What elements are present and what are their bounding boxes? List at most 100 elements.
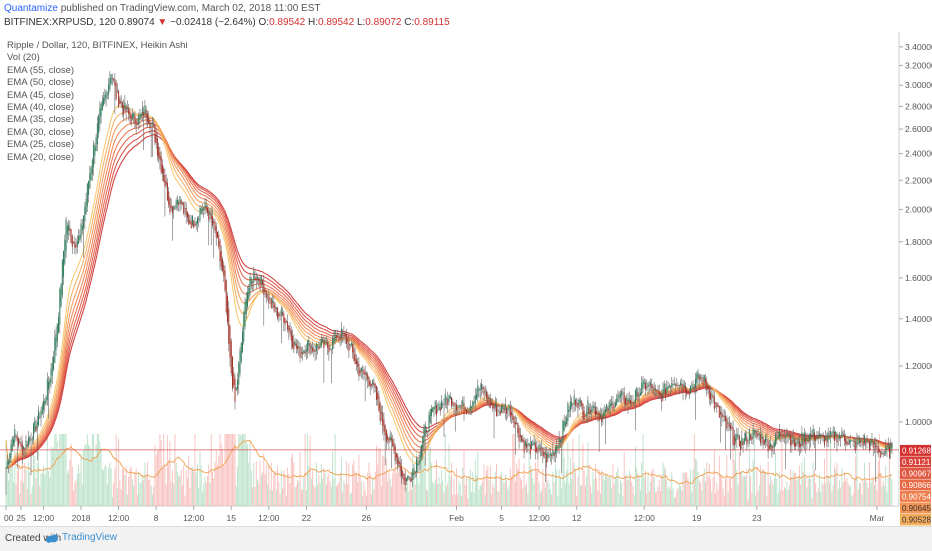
candle-body bbox=[255, 278, 257, 281]
candle-body bbox=[527, 443, 529, 446]
volume-bar bbox=[368, 462, 370, 506]
volume-bar bbox=[245, 440, 247, 506]
volume-bar bbox=[323, 468, 325, 506]
tradingview-link[interactable]: TradingView bbox=[62, 532, 118, 543]
x-tick-label: 19 bbox=[692, 513, 702, 523]
candle-body bbox=[359, 370, 361, 374]
volume-bar bbox=[242, 434, 243, 506]
legend-item[interactable]: Vol (20) bbox=[7, 52, 40, 64]
volume-bar bbox=[556, 469, 558, 506]
volume-bar bbox=[254, 487, 256, 506]
candle-body bbox=[159, 152, 161, 161]
candle-body bbox=[524, 441, 526, 447]
candle-body bbox=[69, 227, 71, 231]
volume-bar bbox=[622, 496, 624, 506]
volume-bar bbox=[25, 468, 27, 506]
candle-body bbox=[761, 434, 763, 439]
candle-body bbox=[270, 298, 272, 308]
candle-body bbox=[240, 342, 242, 362]
candle-body bbox=[548, 455, 550, 457]
legend-item[interactable]: EMA (25, close) bbox=[7, 139, 75, 151]
volume-bar bbox=[24, 462, 26, 506]
candle-body bbox=[466, 409, 468, 414]
candle-body bbox=[8, 461, 10, 465]
volume-bar bbox=[429, 446, 431, 506]
legend-item[interactable]: EMA (20, close) bbox=[7, 151, 75, 163]
candle-body bbox=[55, 333, 57, 350]
candle-body bbox=[803, 433, 805, 443]
volume-bar bbox=[160, 440, 162, 506]
candle-body bbox=[720, 411, 722, 415]
candle-body bbox=[375, 385, 377, 401]
legend-item[interactable]: EMA (35, close) bbox=[7, 114, 75, 126]
volume-bar bbox=[143, 479, 145, 506]
volume-bar bbox=[713, 450, 715, 506]
candle-body bbox=[119, 98, 121, 105]
candle-body bbox=[726, 418, 728, 429]
candle-body bbox=[782, 435, 784, 438]
candle-body bbox=[298, 346, 300, 348]
volume-bar bbox=[547, 479, 549, 506]
candle-body bbox=[230, 341, 232, 373]
candle-body bbox=[647, 382, 649, 388]
candle-body bbox=[692, 383, 694, 390]
candle-body bbox=[444, 394, 446, 405]
candle-body bbox=[516, 423, 518, 424]
legend-item[interactable]: EMA (50, close) bbox=[7, 77, 75, 89]
candle-body bbox=[454, 404, 456, 406]
volume-bar bbox=[856, 434, 858, 506]
candle-body bbox=[320, 339, 322, 346]
candle-body bbox=[482, 386, 484, 389]
candle-body bbox=[708, 387, 710, 399]
author-link[interactable]: Quantamize bbox=[4, 3, 58, 14]
volume-bar bbox=[539, 492, 541, 506]
volume-bar bbox=[364, 490, 366, 506]
candle-body bbox=[790, 434, 792, 446]
volume-bar bbox=[89, 446, 91, 506]
candle-body bbox=[568, 409, 570, 412]
volume-bar bbox=[282, 488, 284, 506]
volume-bar bbox=[810, 478, 812, 506]
tradingview-logo-icon[interactable] bbox=[45, 533, 59, 544]
candle-body bbox=[798, 440, 800, 448]
volume-bar bbox=[581, 484, 583, 506]
candle-body bbox=[409, 477, 411, 482]
candle-body bbox=[735, 438, 737, 441]
volume-bar bbox=[370, 494, 372, 506]
candle-body bbox=[785, 435, 787, 437]
candle-body bbox=[629, 399, 631, 405]
legend-item[interactable]: EMA (40, close) bbox=[7, 102, 75, 114]
volume-bar bbox=[698, 480, 700, 506]
candle-body bbox=[398, 460, 400, 465]
volume-bar bbox=[561, 488, 563, 506]
volume-bar bbox=[642, 434, 644, 506]
legend-item[interactable]: EMA (55, close) bbox=[7, 64, 75, 76]
candle-body bbox=[808, 435, 810, 442]
candle-body bbox=[275, 307, 277, 309]
candle-body bbox=[10, 444, 12, 459]
volume-bar bbox=[224, 434, 226, 506]
volume-bar bbox=[151, 494, 153, 506]
volume-bar bbox=[807, 478, 809, 506]
volume-bar bbox=[131, 479, 133, 506]
volume-bar bbox=[39, 486, 41, 506]
volume-bar bbox=[461, 495, 462, 506]
volume-bar bbox=[148, 480, 150, 506]
volume-bar bbox=[174, 434, 176, 506]
candle-body bbox=[576, 402, 578, 404]
candle-body bbox=[383, 419, 385, 432]
volume-bar bbox=[688, 484, 690, 506]
candle-body bbox=[476, 394, 478, 400]
candle-body bbox=[248, 287, 250, 300]
down-arrow-icon: ▼ bbox=[157, 17, 168, 28]
volume-bar bbox=[418, 483, 420, 506]
candle-body bbox=[439, 407, 441, 412]
candle-body bbox=[738, 435, 740, 447]
legend-item[interactable]: EMA (45, close) bbox=[7, 89, 75, 101]
volume-bar bbox=[828, 482, 830, 506]
candle-body bbox=[330, 349, 332, 350]
candle-body bbox=[412, 470, 414, 480]
volume-bar bbox=[111, 497, 113, 506]
legend-item[interactable]: EMA (30, close) bbox=[7, 126, 75, 138]
